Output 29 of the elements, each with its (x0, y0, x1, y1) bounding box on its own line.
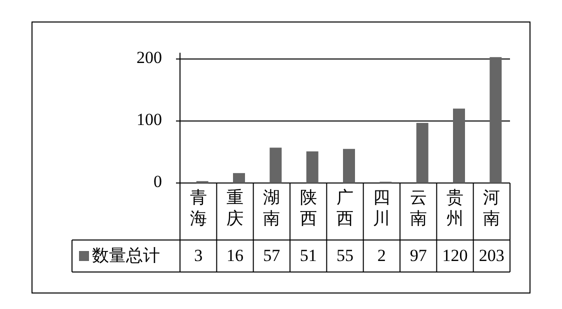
x-tick-label: 河南 (483, 188, 500, 228)
legend-label: 数量总计 (92, 246, 160, 265)
x-tick-label: 陕西 (300, 188, 317, 228)
y-tick-label: 200 (136, 48, 162, 67)
data-label: 120 (442, 246, 468, 265)
bar (343, 148, 355, 183)
bar (416, 122, 428, 183)
bar (453, 108, 465, 183)
x-tick-label: 湖南 (263, 188, 280, 228)
y-tick-label: 0 (154, 172, 162, 191)
data-label: 57 (263, 246, 281, 265)
bar (306, 151, 318, 183)
data-label: 55 (336, 246, 354, 265)
x-tick-label: 贵州 (446, 188, 464, 228)
data-label: 97 (410, 246, 428, 265)
x-tick-label: 四川 (373, 188, 390, 228)
x-tick-label: 广西 (336, 188, 354, 228)
data-label: 51 (300, 246, 317, 265)
data-label: 203 (478, 246, 504, 265)
bar (270, 148, 282, 183)
bar (233, 173, 245, 183)
x-tick-label: 云南 (410, 188, 427, 228)
data-label: 16 (226, 246, 244, 265)
y-tick-label: 100 (136, 110, 162, 129)
bar (490, 57, 502, 183)
data-label: 3 (194, 246, 203, 265)
x-tick-label: 青海 (190, 188, 207, 228)
x-tick-label: 重庆 (226, 188, 244, 228)
data-label: 2 (377, 246, 386, 265)
